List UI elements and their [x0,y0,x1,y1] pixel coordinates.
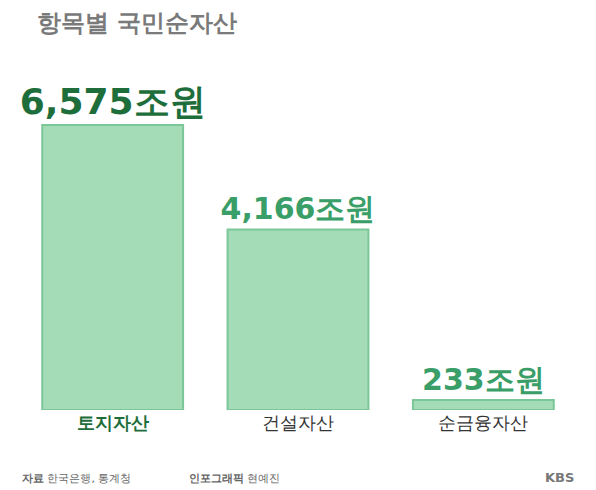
svg-text:6,575조원: 6,575조원 [20,81,206,122]
svg-text:건설자산: 건설자산 [262,412,334,433]
svg-text:자료 한국은행, 통계청: 자료 한국은행, 통계청 [22,472,132,485]
svg-text:토지자산: 토지자산 [77,412,149,433]
svg-text:4,166조원: 4,166조원 [221,191,376,226]
svg-text:순금융자산: 순금융자산 [438,412,528,433]
svg-text:항목별 국민순자산: 항목별 국민순자산 [37,9,237,37]
svg-text:KBS: KBS [545,470,574,485]
svg-text:인포그래픽 현예진: 인포그래픽 현예진 [189,472,281,485]
svg-text:233조원: 233조원 [422,362,545,397]
